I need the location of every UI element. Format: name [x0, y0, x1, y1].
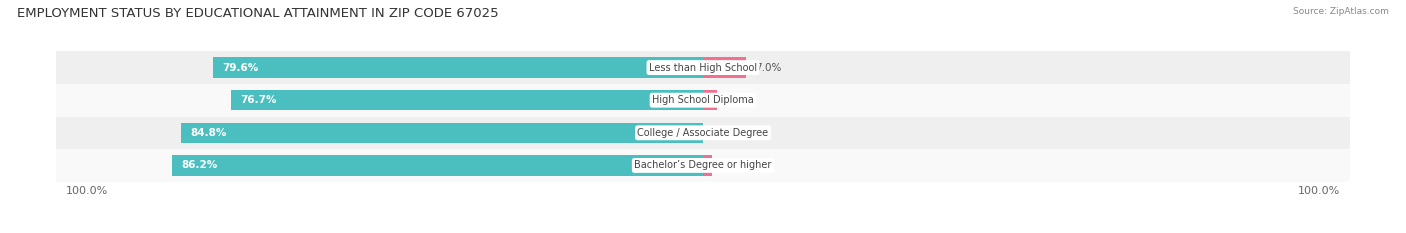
- Text: High School Diploma: High School Diploma: [652, 95, 754, 105]
- Text: EMPLOYMENT STATUS BY EDUCATIONAL ATTAINMENT IN ZIP CODE 67025: EMPLOYMENT STATUS BY EDUCATIONAL ATTAINM…: [17, 7, 499, 20]
- Bar: [56, 116, 1350, 149]
- Text: 76.7%: 76.7%: [240, 95, 277, 105]
- Bar: [56, 84, 1350, 116]
- Bar: [212, 58, 703, 78]
- Text: 1.5%: 1.5%: [721, 161, 748, 170]
- Text: 7.0%: 7.0%: [755, 63, 782, 72]
- Bar: [56, 51, 1350, 84]
- Bar: [703, 155, 713, 175]
- Legend: In Labor Force, Unemployed: In Labor Force, Unemployed: [606, 230, 800, 233]
- Bar: [180, 123, 703, 143]
- Text: Bachelor’s Degree or higher: Bachelor’s Degree or higher: [634, 161, 772, 170]
- Text: 79.6%: 79.6%: [222, 63, 259, 72]
- Bar: [703, 58, 747, 78]
- Bar: [56, 149, 1350, 182]
- Text: Source: ZipAtlas.com: Source: ZipAtlas.com: [1294, 7, 1389, 16]
- Text: 2.3%: 2.3%: [727, 95, 752, 105]
- Text: 84.8%: 84.8%: [190, 128, 226, 138]
- Text: Less than High School: Less than High School: [650, 63, 756, 72]
- Text: 0.0%: 0.0%: [713, 128, 738, 138]
- Text: 86.2%: 86.2%: [181, 161, 218, 170]
- Text: College / Associate Degree: College / Associate Degree: [637, 128, 769, 138]
- Bar: [172, 155, 703, 175]
- Bar: [703, 90, 717, 110]
- Bar: [231, 90, 703, 110]
